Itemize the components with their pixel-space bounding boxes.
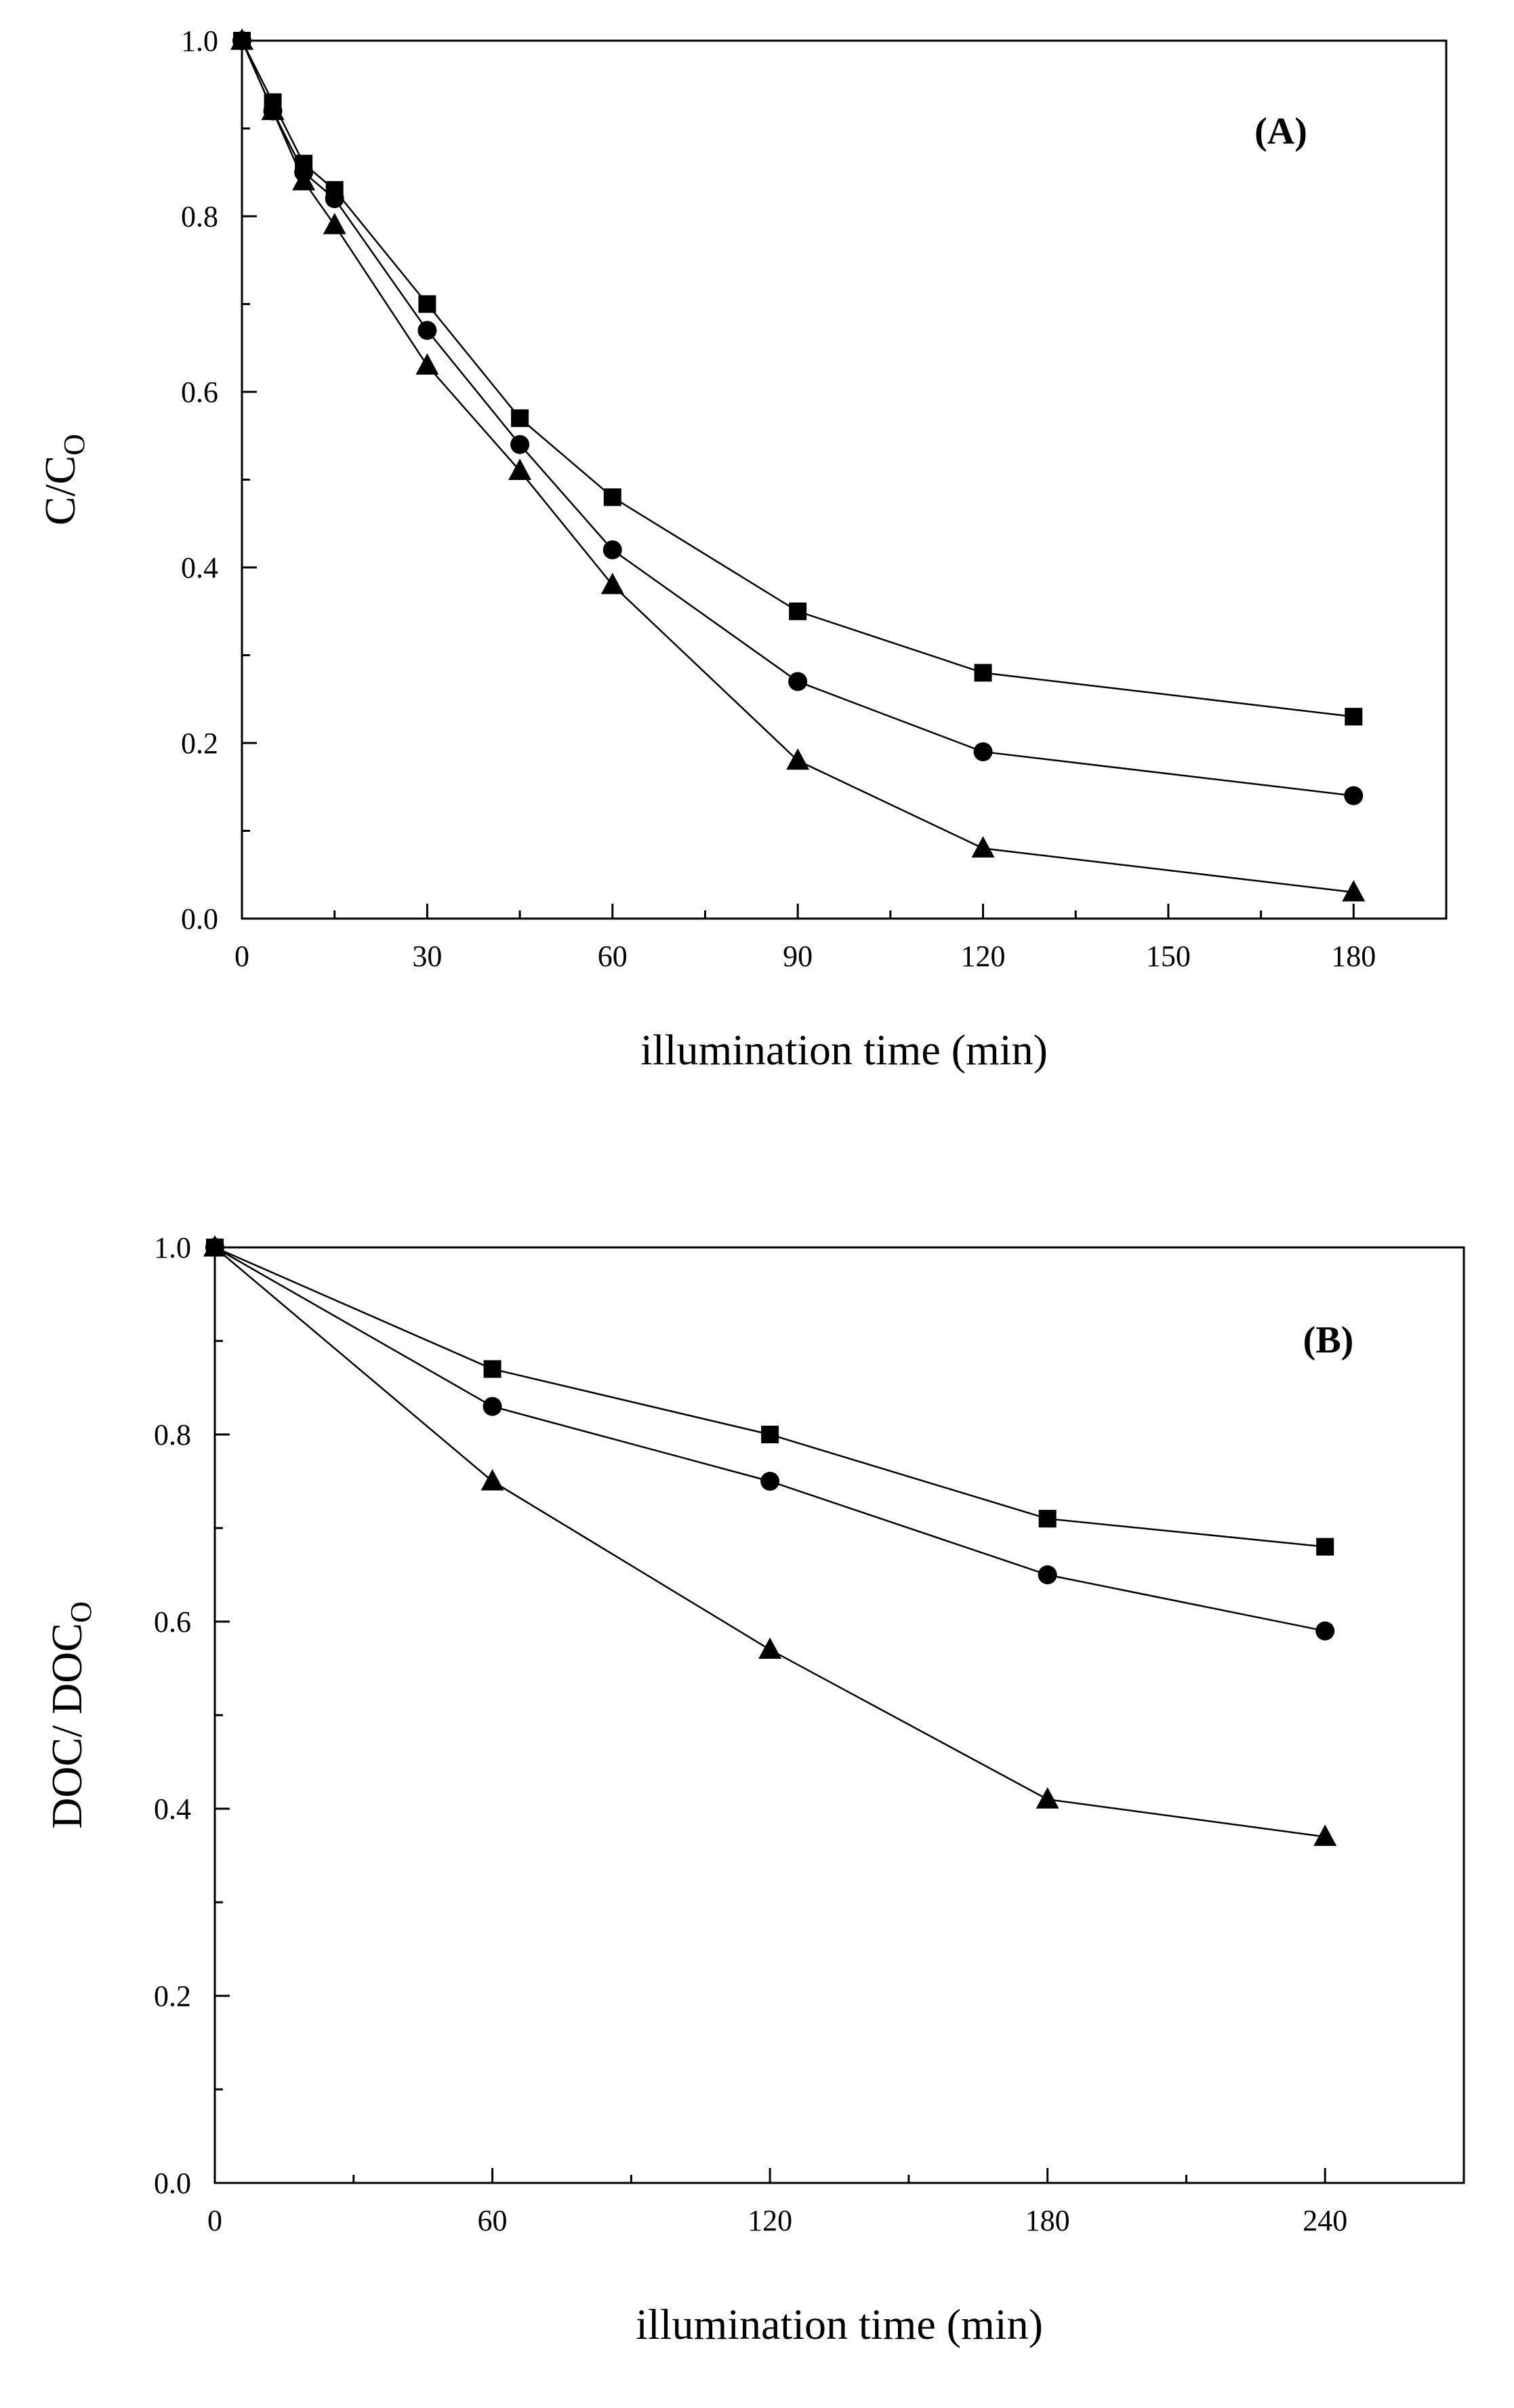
series-circle <box>232 31 1364 805</box>
series-triangle <box>203 1235 1337 1846</box>
x-tick-label: 90 <box>783 940 813 973</box>
data-point-triangle <box>1342 880 1366 902</box>
y-tick-label: 1.0 <box>154 1231 191 1264</box>
data-point-triangle <box>600 572 624 595</box>
x-tick-label: 60 <box>598 940 628 973</box>
data-point-square <box>1038 1510 1057 1528</box>
y-tick-label: 0.0 <box>154 2167 191 2200</box>
data-point-triangle <box>758 1637 782 1659</box>
y-axis-title-subscript: O <box>64 1601 98 1623</box>
data-point-triangle <box>1313 1824 1337 1846</box>
data-point-circle <box>760 1472 780 1491</box>
data-point-triangle <box>1036 1787 1059 1809</box>
data-point-triangle <box>508 458 532 481</box>
x-tick-label: 120 <box>961 940 1006 973</box>
data-point-square <box>761 1426 779 1443</box>
y-axis-title-subscript: O <box>58 434 91 456</box>
data-point-triangle <box>786 748 810 770</box>
data-point-square <box>789 602 807 620</box>
y-tick-label: 0.8 <box>154 1418 191 1451</box>
x-tick-label: 120 <box>748 2204 792 2237</box>
y-axis-title-main: C/C <box>36 456 84 525</box>
x-tick-label: 180 <box>1025 2204 1070 2237</box>
x-axis-title: illumination time (min) <box>636 2300 1043 2348</box>
data-point-triangle <box>415 353 439 375</box>
data-point-circle <box>483 1397 502 1416</box>
data-point-circle <box>1315 1621 1335 1641</box>
x-axis-title: illumination time (min) <box>640 1026 1048 1074</box>
series-line-triangle <box>241 40 1354 894</box>
data-point-square <box>1345 708 1363 726</box>
series-square <box>233 32 1363 726</box>
data-point-triangle <box>292 169 316 190</box>
data-point-square <box>511 409 529 427</box>
data-point-circle <box>325 189 344 209</box>
x-tick-label: 60 <box>478 2204 508 2237</box>
data-point-circle <box>973 742 993 761</box>
data-point-square <box>1316 1538 1334 1556</box>
plot-frame <box>213 1246 1465 2184</box>
x-tick-label: 240 <box>1303 2204 1347 2237</box>
series-line-square <box>241 40 1354 718</box>
y-tick-label: 0.8 <box>181 200 218 233</box>
panel-label: (A) <box>1254 111 1307 153</box>
series-line-triangle <box>214 1247 1326 1838</box>
x-tick-label: 150 <box>1146 940 1191 973</box>
data-point-square <box>603 488 621 506</box>
x-tick-label: 0 <box>234 940 249 973</box>
x-tick-label: 30 <box>412 940 442 973</box>
y-tick-label: 0.0 <box>181 902 218 936</box>
y-tick-label: 0.2 <box>154 1980 191 2013</box>
data-point-triangle <box>971 836 995 858</box>
y-tick-label: 0.4 <box>154 1792 191 1826</box>
data-point-square <box>483 1360 502 1378</box>
y-tick-label: 0.2 <box>181 727 218 760</box>
y-tick-label: 0.6 <box>154 1605 191 1639</box>
y-axis-title: C/CO <box>36 434 91 525</box>
data-point-triangle <box>230 28 253 50</box>
series-triangle <box>230 28 1366 902</box>
series-square <box>206 1239 1334 1556</box>
x-tick-label: 180 <box>1331 940 1376 973</box>
data-point-circle <box>602 540 622 560</box>
panel-label: (B) <box>1303 1319 1354 1361</box>
data-point-circle <box>788 672 808 691</box>
data-point-circle <box>417 321 437 340</box>
data-point-triangle <box>261 98 285 121</box>
series-circle <box>205 1238 1335 1641</box>
data-point-square <box>974 664 992 682</box>
data-point-circle <box>510 435 530 454</box>
data-point-triangle <box>323 212 346 235</box>
chart-panel-b: 0 60 120 180 240 0.0 0.2 0.4 0.6 0.8 1.0 illuminati… <box>43 1231 1465 2348</box>
x-tick-label: 0 <box>207 2204 222 2237</box>
data-point-circle <box>1344 786 1364 805</box>
y-tick-label: 1.0 <box>181 24 218 58</box>
y-tick-label: 0.6 <box>181 376 218 409</box>
series-line-square <box>214 1246 1326 1548</box>
data-point-triangle <box>203 1235 226 1257</box>
plot-frame <box>241 39 1448 920</box>
y-tick-label: 0.4 <box>181 551 218 584</box>
data-point-triangle <box>480 1469 504 1491</box>
data-point-square <box>418 295 436 313</box>
data-point-circle <box>1038 1565 1057 1584</box>
series-line-circle <box>241 40 1354 797</box>
y-axis-title-main: DOC/ DOC <box>43 1623 91 1829</box>
y-axis-title: DOC/ DOCO <box>43 1601 98 1829</box>
chart-panel-a: 0 30 60 90 120 150 180 0.0 0.2 0.4 0.6 0.8 1.0 illumi… <box>36 24 1448 1074</box>
